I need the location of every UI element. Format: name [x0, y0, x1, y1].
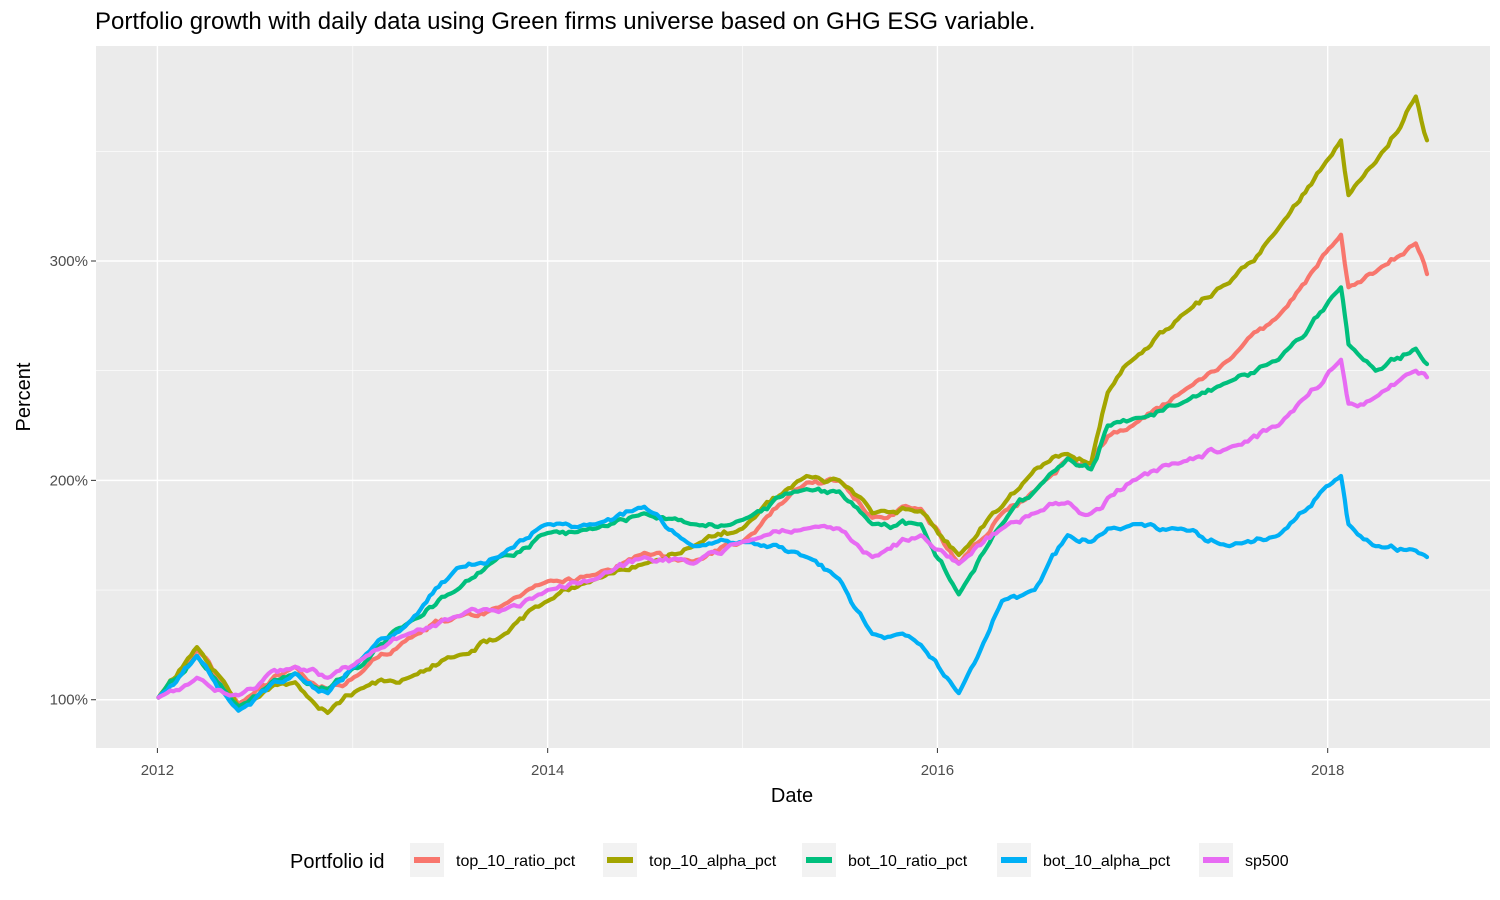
chart-title: Portfolio growth with daily data using G…	[95, 8, 1036, 35]
series-line-top-10-alpha-pct	[156, 94, 1430, 715]
x-tick-label: 2018	[1311, 762, 1344, 779]
y-tick-label: 100%	[50, 692, 88, 709]
legend-label: top_10_ratio_pct	[456, 853, 576, 870]
x-axis: 2012 2014 2016 2018	[141, 748, 1344, 779]
legend-label: bot_10_ratio_pct	[848, 853, 968, 870]
y-axis-title: Percent	[13, 362, 35, 431]
series-line-sp500	[156, 357, 1430, 700]
x-tick-label: 2012	[141, 762, 174, 779]
legend: Portfolio id top_10_ratio_pct top_10_alph…	[290, 843, 1289, 877]
series-line-bot-10-alpha-pct	[156, 473, 1430, 713]
plot-panel	[96, 46, 1490, 748]
y-axis: 100% 200% 300%	[50, 253, 96, 709]
legend-title: Portfolio id	[290, 851, 385, 873]
legend-label: top_10_alpha_pct	[649, 853, 777, 870]
x-axis-title: Date	[771, 785, 813, 807]
series-layer	[156, 94, 1430, 715]
x-tick-label: 2014	[531, 762, 564, 779]
y-tick-label: 300%	[50, 253, 88, 270]
legend-label: sp500	[1245, 853, 1289, 870]
legend-label: bot_10_alpha_pct	[1043, 853, 1171, 870]
y-tick-label: 200%	[50, 472, 88, 489]
x-tick-label: 2016	[921, 762, 954, 779]
series-line-bot-10-ratio-pct	[156, 285, 1430, 709]
